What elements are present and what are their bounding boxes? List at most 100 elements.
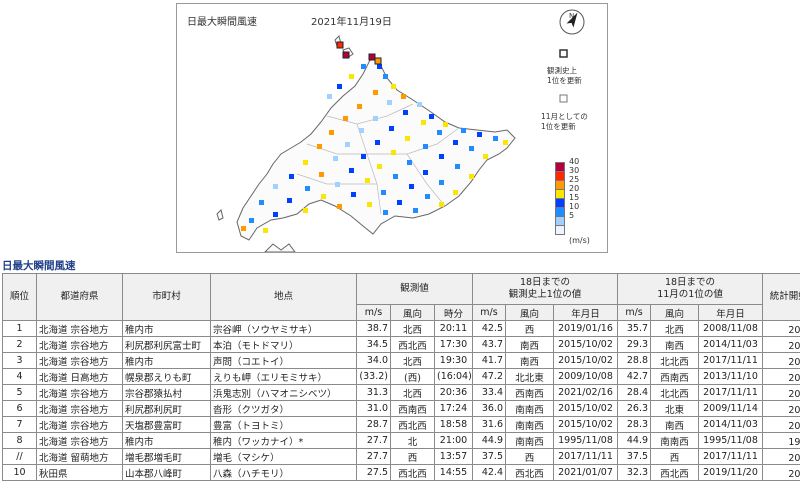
record-all-marker-icon bbox=[560, 50, 567, 57]
header-observed: 観測値 bbox=[357, 274, 473, 305]
station-marker bbox=[453, 190, 458, 195]
station-marker bbox=[381, 190, 386, 195]
legend-label: 40 bbox=[569, 157, 579, 166]
station-marker bbox=[393, 174, 398, 179]
cell-municipality: 山本郡八峰町 bbox=[123, 465, 211, 481]
station-marker bbox=[303, 208, 308, 213]
cell-record-date: 2009/10/08 bbox=[554, 369, 618, 385]
subheader-mon-ms: m/s bbox=[618, 305, 651, 321]
cell-time: 17:30 bbox=[435, 337, 473, 353]
cell-time: 18:58 bbox=[435, 417, 473, 433]
station-marker bbox=[289, 174, 294, 179]
cell-record-date: 1995/11/08 bbox=[554, 433, 618, 449]
cell-time: 20:11 bbox=[435, 321, 473, 337]
cell-month-speed: 37.5 bbox=[618, 449, 651, 465]
station-marker bbox=[241, 226, 246, 231]
subheader-time: 時分 bbox=[435, 305, 473, 321]
header-prefecture: 都道府県 bbox=[37, 274, 123, 321]
cell-rank: 10 bbox=[3, 465, 37, 481]
cell-time: 17:24 bbox=[435, 401, 473, 417]
header-start-year: 統計開始年 bbox=[763, 274, 800, 321]
cell-start-year: 2009年 bbox=[763, 353, 800, 369]
cell-record-direction: 西 bbox=[506, 321, 554, 337]
cell-speed: 27.7 bbox=[357, 433, 391, 449]
cell-month-speed: 32.3 bbox=[618, 465, 651, 481]
station-marker bbox=[383, 74, 388, 79]
subheader-mon-date: 年月日 bbox=[699, 305, 763, 321]
cell-direction: 北西 bbox=[391, 385, 435, 401]
station-marker bbox=[373, 116, 378, 121]
subheader-direction: 風向 bbox=[391, 305, 435, 321]
honshu-coast bbox=[265, 244, 295, 252]
section-title: 日最大瞬間風速 bbox=[2, 258, 76, 273]
station-marker bbox=[469, 174, 474, 179]
station-marker bbox=[429, 114, 434, 119]
cell-speed: 31.3 bbox=[357, 385, 391, 401]
station-marker-strong bbox=[343, 52, 349, 58]
cell-month-direction: 北北西 bbox=[651, 385, 699, 401]
cell-prefecture: 北海道 留萌地方 bbox=[37, 449, 123, 465]
station-marker bbox=[249, 218, 254, 223]
cell-station: 豊富（トヨトミ） bbox=[211, 417, 357, 433]
cell-municipality: 宗谷郡猿払村 bbox=[123, 385, 211, 401]
cell-municipality: 稚内市 bbox=[123, 321, 211, 337]
station-marker bbox=[437, 130, 442, 135]
legend-label: 20 bbox=[569, 184, 579, 193]
station-marker bbox=[377, 164, 382, 169]
cell-month-speed: 29.3 bbox=[618, 337, 651, 353]
cell-municipality: 稚内市 bbox=[123, 433, 211, 449]
station-marker bbox=[503, 140, 508, 145]
cell-speed: (33.2) bbox=[357, 369, 391, 385]
cell-rank: 1 bbox=[3, 321, 37, 337]
cell-record-speed: 33.4 bbox=[473, 385, 506, 401]
legend-label: 10 bbox=[569, 202, 579, 211]
cell-start-year: 2008年 bbox=[763, 401, 800, 417]
cell-municipality: 利尻郡利尻富士町 bbox=[123, 337, 211, 353]
cell-record-speed: 31.6 bbox=[473, 417, 506, 433]
subheader-rec-ms: m/s bbox=[473, 305, 506, 321]
header-municipality: 市町村 bbox=[123, 274, 211, 321]
station-marker bbox=[407, 160, 412, 165]
station-marker bbox=[361, 154, 366, 159]
station-marker bbox=[305, 186, 310, 191]
cell-prefecture: 北海道 宗谷地方 bbox=[37, 433, 123, 449]
station-marker bbox=[443, 122, 448, 127]
cell-month-direction: 西 bbox=[651, 449, 699, 465]
cell-start-year: 2008年 bbox=[763, 449, 800, 465]
station-marker bbox=[273, 184, 278, 189]
station-marker bbox=[387, 100, 392, 105]
cell-prefecture: 北海道 宗谷地方 bbox=[37, 417, 123, 433]
station-marker bbox=[351, 192, 356, 197]
cell-speed: 27.5 bbox=[357, 465, 391, 481]
station-marker bbox=[373, 90, 378, 95]
station-marker bbox=[361, 64, 366, 69]
cell-direction: 西南西 bbox=[391, 401, 435, 417]
cell-month-speed: 42.7 bbox=[618, 369, 651, 385]
station-marker bbox=[439, 154, 444, 159]
cell-station: えりも岬（エリモミサキ） bbox=[211, 369, 357, 385]
north-arrow-icon: N bbox=[560, 10, 584, 34]
cell-month-speed: 26.3 bbox=[618, 401, 651, 417]
okushiri-island bbox=[217, 210, 223, 220]
cell-speed: 28.7 bbox=[357, 417, 391, 433]
station-marker bbox=[349, 74, 354, 79]
station-marker bbox=[405, 136, 410, 141]
cell-municipality: 幌泉郡えりも町 bbox=[123, 369, 211, 385]
station-marker bbox=[357, 104, 362, 109]
cell-rank: 6 bbox=[3, 401, 37, 417]
cell-record-date: 2019/01/16 bbox=[554, 321, 618, 337]
cell-time: 20:36 bbox=[435, 385, 473, 401]
station-marker bbox=[423, 144, 428, 149]
cell-station: 浜鬼志別（ハマオニシベツ） bbox=[211, 385, 357, 401]
station-marker bbox=[327, 94, 332, 99]
cell-start-year: 1940年 bbox=[763, 433, 800, 449]
station-marker bbox=[367, 202, 372, 207]
cell-record-direction: 西北西 bbox=[506, 465, 554, 481]
cell-station: 稚内（ワッカナイ）* bbox=[211, 433, 357, 449]
cell-month-direction: 北北西 bbox=[651, 353, 699, 369]
cell-month-date: 2009/11/14 bbox=[699, 401, 763, 417]
